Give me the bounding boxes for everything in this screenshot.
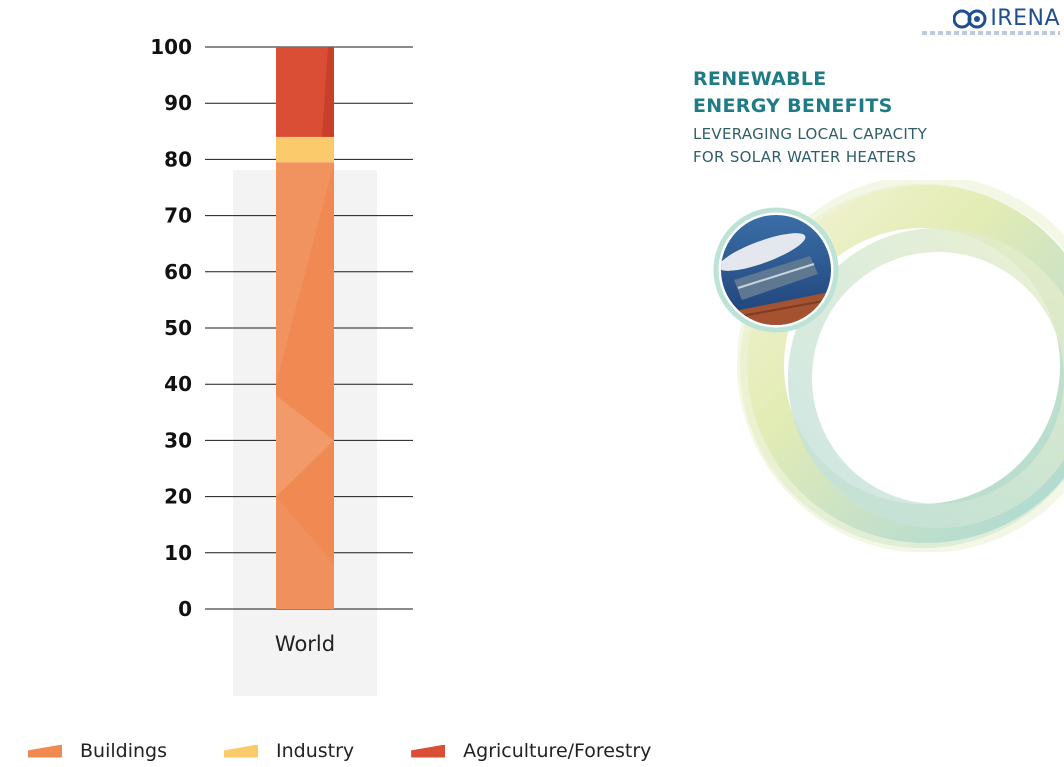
bar-facet — [276, 496, 334, 609]
legend: Buildings Industry Agriculture/Forestry — [28, 736, 708, 766]
irena-logo: IRENA — [953, 6, 1060, 31]
legend-label-agriculture: Agriculture/Forestry — [463, 740, 652, 762]
cover-subtitle-line-1: LEVERAGING LOCAL CAPACITY — [693, 125, 928, 143]
y-tick-label: 100 — [150, 35, 192, 59]
cover-subtitle-line-2: FOR SOLAR WATER HEATERS — [693, 148, 917, 166]
legend-swatch-industry — [223, 744, 258, 758]
cover-title-line-1: RENEWABLE — [693, 68, 827, 90]
x-category-label: World — [275, 632, 335, 656]
bar-facet — [276, 395, 334, 497]
ring-graphic — [713, 180, 1064, 552]
stacked-bar-chart: 0 10 20 30 40 50 60 70 80 90 100 World — [150, 35, 413, 696]
cover-title: RENEWABLE ENERGY BENEFITS — [693, 66, 893, 120]
bar-facet — [322, 47, 334, 137]
legend-swatch-agriculture — [411, 744, 446, 758]
legend-item-agriculture: Agriculture/Forestry — [411, 740, 651, 762]
legend-swatch-buildings — [28, 744, 62, 758]
y-tick-label: 90 — [164, 91, 192, 115]
legend-item-buildings: Buildings — [28, 740, 167, 762]
y-tick-label: 0 — [178, 597, 192, 621]
y-tick-label: 80 — [164, 147, 192, 171]
legend-item-industry: Industry — [223, 740, 355, 762]
cover-title-line-2: ENERGY BENEFITS — [693, 95, 893, 117]
x-axis-labels: World — [275, 632, 335, 656]
y-tick-label: 20 — [164, 485, 192, 509]
y-tick-label: 60 — [164, 260, 192, 284]
bar-facet — [276, 162, 334, 385]
y-tick-label: 30 — [164, 428, 192, 452]
y-tick-label: 40 — [164, 372, 192, 396]
legend-label-buildings: Buildings — [80, 740, 167, 762]
legend-label-industry: Industry — [275, 740, 355, 762]
irena-logo-icon — [953, 9, 987, 28]
solar-water-heater-photo — [713, 207, 839, 333]
bar-segment-industry — [276, 136, 334, 163]
report-cover: IRENA RENEWABLE ENERGY BENEFITS LEVERAGI… — [690, 0, 1064, 560]
y-tick-label: 10 — [164, 541, 192, 565]
y-tick-label: 50 — [164, 316, 192, 340]
bar-segment-buildings — [276, 162, 334, 609]
logo-text: IRENA — [990, 6, 1060, 31]
y-axis-ticks: 0 10 20 30 40 50 60 70 80 90 100 — [150, 35, 192, 621]
y-tick-label: 70 — [164, 204, 192, 228]
logo-tagline — [922, 31, 1060, 35]
bar-facets — [276, 47, 334, 609]
cover-subtitle: LEVERAGING LOCAL CAPACITY FOR SOLAR WATE… — [693, 123, 927, 169]
